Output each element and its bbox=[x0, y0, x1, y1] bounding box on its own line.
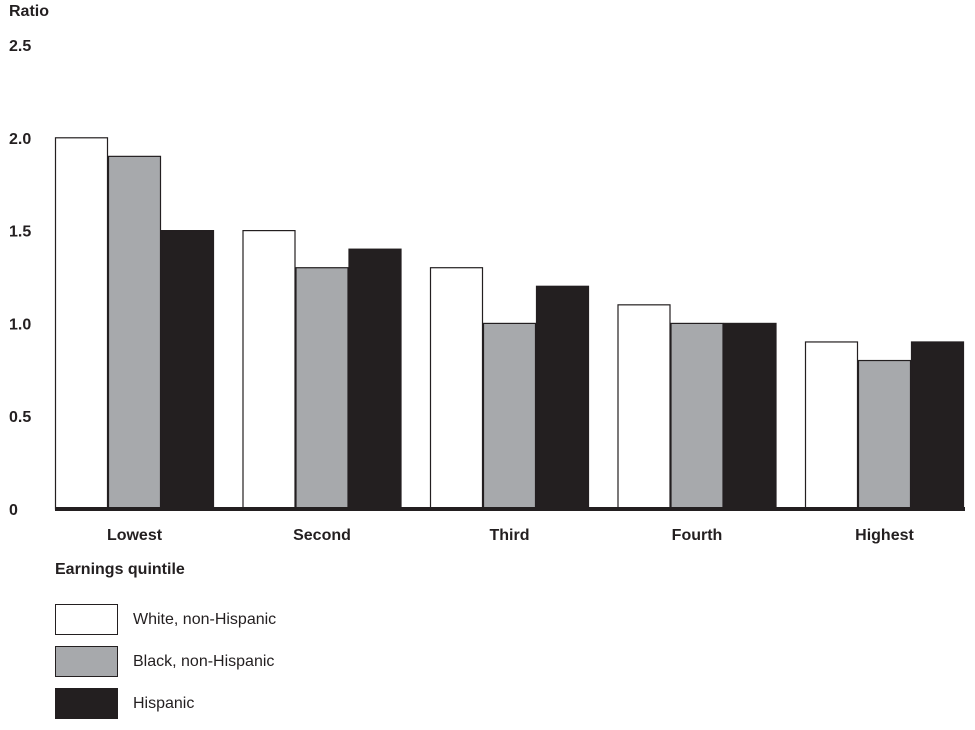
bar-second-hispanic bbox=[348, 248, 402, 510]
bar-fourth-white bbox=[617, 304, 671, 510]
bar-third-white bbox=[429, 267, 484, 510]
x-tick-label: Highest bbox=[855, 527, 914, 544]
x-axis-title: Earnings quintile bbox=[55, 561, 185, 578]
bar-third-hispanic bbox=[535, 285, 590, 510]
legend-swatch-hispanic bbox=[55, 688, 118, 719]
x-tick-label: Third bbox=[490, 527, 530, 544]
legend-label-black: Black, non-Hispanic bbox=[133, 653, 275, 670]
bar-fourth-hispanic bbox=[723, 322, 777, 510]
x-axis-ticks: Lowest Second Third Fourth Highest bbox=[107, 527, 915, 544]
bar-highest-white bbox=[804, 341, 859, 510]
y-tick-label: 2.0 bbox=[9, 131, 31, 148]
y-axis-title: Ratio bbox=[9, 3, 49, 20]
x-tick-label: Lowest bbox=[107, 527, 163, 544]
bar-lowest-hispanic bbox=[160, 230, 215, 510]
y-tick-label: 1.0 bbox=[9, 316, 31, 333]
y-tick-label: 0.5 bbox=[9, 409, 31, 426]
bar-chart: Ratio 0 0.5 1.0 1.5 2.0 2.5 Lowest Second Third… bbox=[9, 3, 965, 578]
bar-second-white bbox=[242, 230, 296, 510]
bar-lowest-white bbox=[54, 137, 109, 510]
legend-swatch-black bbox=[55, 646, 118, 677]
x-tick-label: Fourth bbox=[672, 527, 723, 544]
bar-highest-hispanic bbox=[910, 341, 965, 510]
bar-second-black bbox=[295, 267, 349, 510]
bar-highest-black bbox=[857, 359, 912, 510]
legend-label-white: White, non-Hispanic bbox=[133, 611, 277, 628]
y-tick-label: 0 bbox=[9, 502, 18, 519]
bar-lowest-black bbox=[107, 155, 162, 510]
y-tick-label: 1.5 bbox=[9, 224, 31, 241]
bars bbox=[54, 137, 965, 510]
y-axis-ticks: 0 0.5 1.0 1.5 2.0 2.5 bbox=[9, 38, 31, 519]
legend-label-hispanic: Hispanic bbox=[133, 695, 195, 712]
y-tick-label: 2.5 bbox=[9, 38, 31, 55]
bar-fourth-black bbox=[670, 322, 724, 510]
x-axis-baseline bbox=[55, 507, 965, 511]
bar-third-black bbox=[482, 322, 537, 510]
legend-swatch-white bbox=[55, 604, 118, 635]
x-tick-label: Second bbox=[293, 527, 351, 544]
